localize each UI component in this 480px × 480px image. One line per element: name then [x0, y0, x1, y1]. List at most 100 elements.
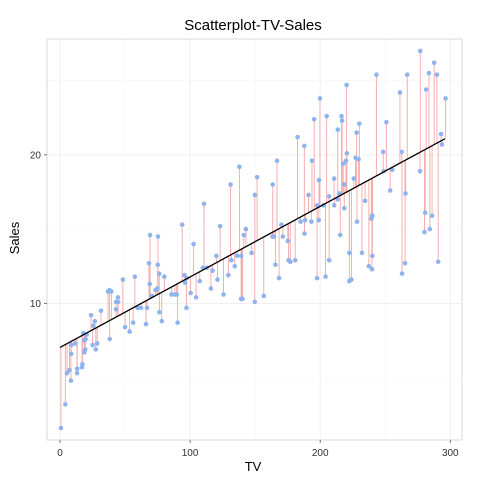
data-point: [387, 188, 393, 193]
data-point: [74, 370, 80, 376]
data-point: [147, 232, 153, 238]
data-point: [402, 260, 408, 266]
data-point: [67, 367, 72, 373]
data-point: [243, 226, 249, 232]
data-point: [422, 210, 428, 216]
data-point: [271, 234, 277, 239]
data-point: [238, 253, 244, 259]
data-point: [302, 231, 307, 236]
data-point: [146, 260, 152, 266]
data-point: [197, 278, 203, 284]
data-point: [439, 142, 445, 147]
data-point: [130, 320, 136, 325]
data-point: [337, 232, 343, 238]
data-point: [366, 263, 372, 269]
residual-segments: [60, 50, 447, 429]
x-axis-title: TV: [245, 459, 262, 474]
y-tick-label: 10: [30, 299, 42, 310]
data-point: [254, 174, 260, 180]
data-point: [174, 292, 180, 297]
data-point: [169, 292, 174, 297]
data-point: [302, 143, 307, 149]
data-point: [337, 191, 342, 196]
data-point: [354, 219, 360, 224]
data-point: [349, 277, 354, 282]
data-point: [132, 274, 138, 279]
data-point: [113, 307, 119, 312]
data-point: [397, 90, 403, 95]
data-point: [380, 149, 386, 155]
data-point: [63, 402, 68, 407]
data-point: [68, 351, 74, 357]
data-point: [285, 238, 291, 244]
x-axis-ticks: 0 100 200 300: [57, 440, 459, 459]
data-point: [191, 241, 196, 247]
data-point: [68, 378, 74, 383]
data-point: [74, 366, 80, 372]
data-point: [429, 213, 435, 219]
data-point: [90, 342, 95, 348]
x-tick-label: 200: [312, 448, 329, 459]
data-point: [287, 259, 293, 265]
data-point: [309, 219, 314, 224]
data-point: [214, 253, 219, 259]
data-point: [317, 96, 323, 101]
data-point: [159, 318, 165, 324]
data-point: [426, 70, 432, 76]
data-point: [314, 203, 320, 208]
data-point: [237, 164, 242, 170]
data-point: [144, 305, 150, 311]
data-point: [273, 262, 278, 268]
data-point: [154, 286, 160, 291]
data-point: [341, 182, 347, 187]
chart-title: Scatterplot-TV-Sales: [184, 17, 322, 34]
data-point: [182, 280, 188, 285]
data-point: [339, 118, 345, 123]
data-point: [316, 177, 322, 183]
data-point: [417, 168, 423, 174]
data-point: [326, 257, 332, 263]
data-point: [434, 72, 440, 77]
data-point: [298, 219, 303, 224]
data-point: [147, 281, 153, 287]
data-point: [427, 226, 433, 232]
data-point: [335, 127, 341, 132]
data-point: [229, 257, 234, 263]
data-point: [143, 321, 149, 327]
data-point: [155, 234, 161, 239]
data-point: [302, 217, 308, 223]
data-point: [193, 295, 199, 300]
data-point: [314, 275, 320, 281]
data-point: [384, 119, 389, 125]
data-point: [279, 222, 284, 227]
data-point: [354, 130, 359, 135]
data-point: [344, 82, 349, 88]
data-point: [210, 268, 215, 273]
data-point: [326, 194, 332, 199]
data-point: [261, 293, 267, 299]
data-point: [280, 234, 286, 239]
data-point: [82, 347, 88, 352]
y-axis-ticks: 10 20: [30, 150, 47, 310]
data-point: [92, 318, 98, 324]
y-tick-label: 20: [30, 150, 42, 161]
data-point: [72, 341, 78, 346]
data-point: [324, 113, 330, 119]
data-point: [331, 203, 337, 208]
data-point: [431, 60, 437, 66]
data-point: [292, 257, 298, 263]
data-point: [404, 72, 410, 77]
data-point: [323, 274, 328, 279]
data-point: [423, 87, 429, 92]
data-point: [88, 312, 94, 318]
data-point: [399, 271, 405, 276]
data-point: [217, 223, 223, 229]
data-point: [369, 266, 375, 272]
data-point: [155, 262, 161, 268]
data-point: [252, 299, 258, 305]
data-point: [435, 259, 441, 265]
data-point: [311, 116, 317, 122]
data-point: [157, 309, 162, 315]
data-point: [122, 324, 128, 330]
data-point: [115, 299, 121, 305]
